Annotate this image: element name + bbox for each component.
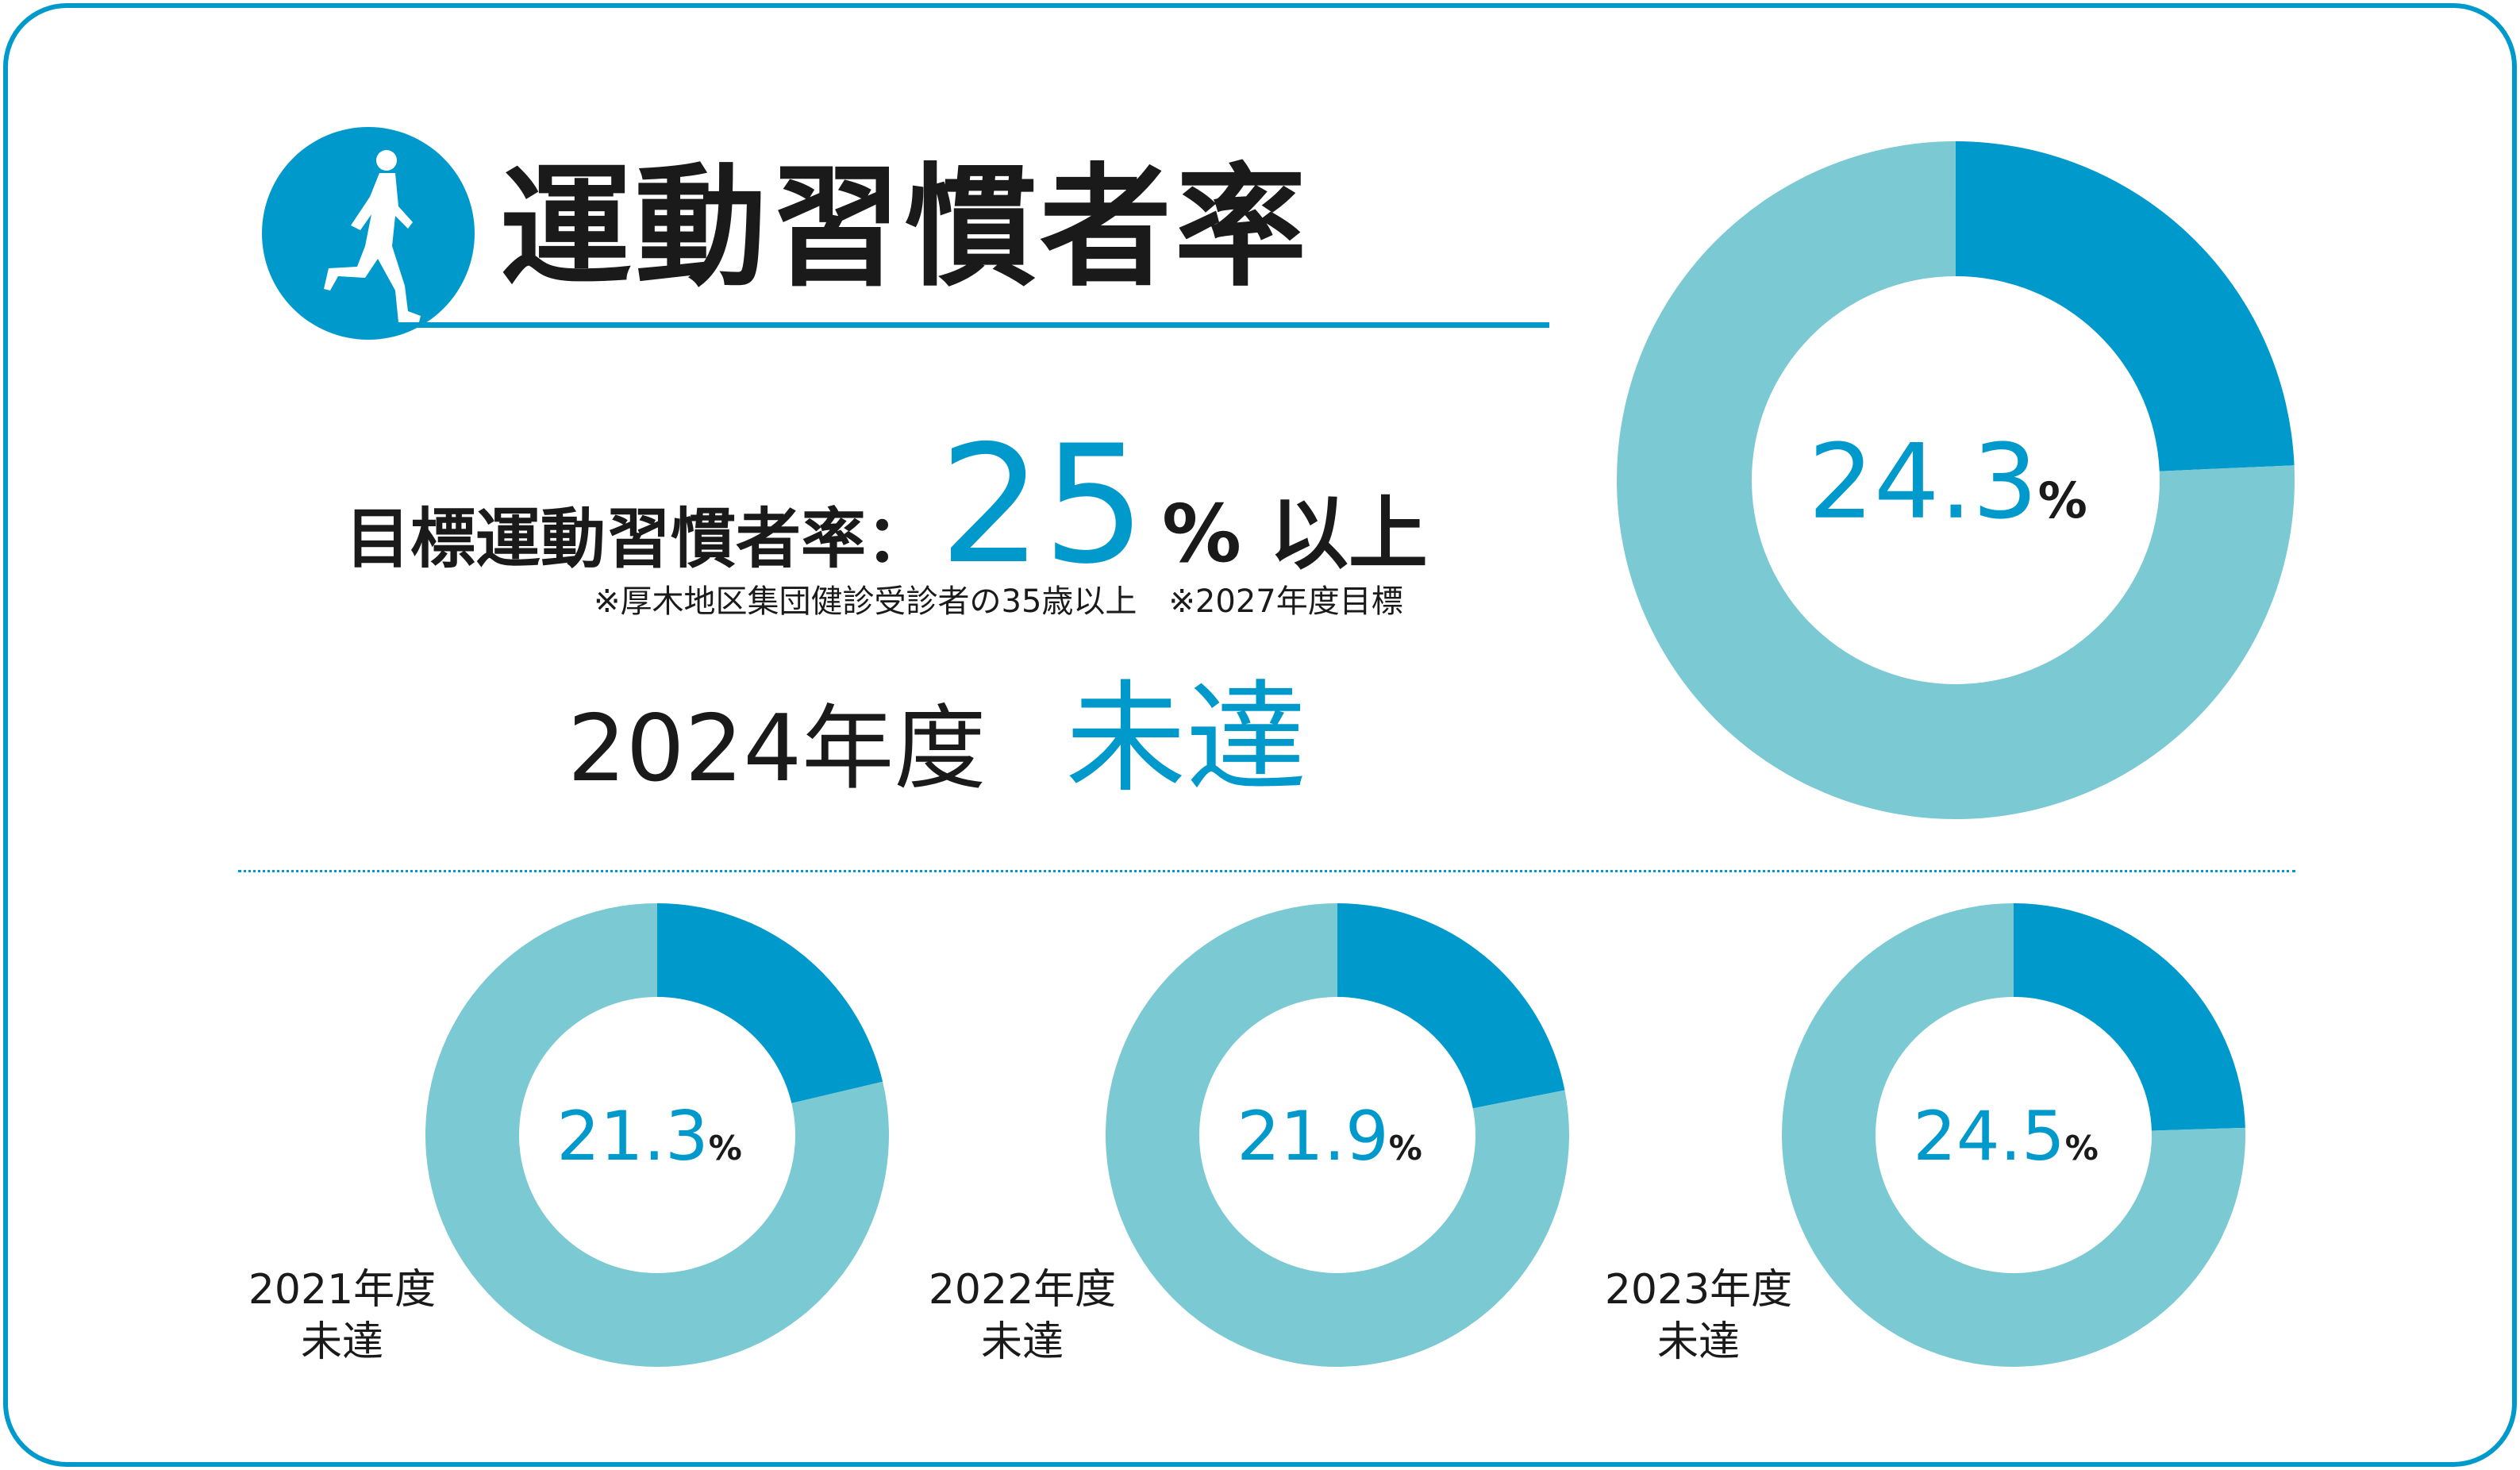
current-year-row: 2024年度 未達 bbox=[567, 679, 1306, 799]
donut-segment-achieved bbox=[1956, 141, 2295, 471]
year-label: 2021年度 bbox=[248, 1266, 437, 1314]
year-status-label: 2021年度 未達 bbox=[223, 1264, 461, 1368]
donut-segment-remaining bbox=[1616, 141, 2295, 819]
donut-unit: % bbox=[2038, 471, 2087, 529]
donut-unit: % bbox=[1389, 1129, 1422, 1168]
target-label: 目標運動習慣者率： bbox=[345, 502, 932, 577]
status-label: 未達 bbox=[300, 1318, 383, 1366]
donut-value: 24.3 bbox=[1808, 421, 2037, 542]
status-label: 未達 bbox=[1656, 1318, 1740, 1366]
donut-unit: % bbox=[709, 1129, 742, 1168]
card-frame bbox=[3, 3, 2517, 1467]
donut-value: 24.5 bbox=[1913, 1097, 2064, 1176]
year-label: 2022年度 bbox=[928, 1266, 1117, 1314]
current-status: 未達 bbox=[1065, 668, 1307, 809]
donut-value-label: 24.5% bbox=[1913, 1097, 2099, 1176]
donut-unit: % bbox=[2065, 1129, 2099, 1168]
year-label: 2023年度 bbox=[1604, 1266, 1793, 1314]
target-row: 目標運動習慣者率： 25 % 以上 bbox=[345, 425, 1428, 587]
running-person-icon bbox=[262, 127, 475, 340]
year-status-label: 2023年度 未達 bbox=[1579, 1264, 1818, 1368]
title-underline bbox=[368, 322, 1549, 328]
donut-value: 21.9 bbox=[1237, 1097, 1388, 1176]
footnote: ※厚木地区集団健診受診者の35歳以上 ※2027年度目標 bbox=[594, 583, 1403, 620]
year-status-label: 2022年度 未達 bbox=[903, 1264, 1141, 1368]
donut-segment-remaining bbox=[425, 903, 889, 1367]
target-value: 25 bbox=[939, 411, 1146, 600]
page-title: 運動習慣者率 bbox=[500, 152, 1310, 305]
donut-segment-achieved bbox=[2014, 903, 2245, 1131]
donut-segment-remaining bbox=[1106, 903, 1570, 1368]
dotted-divider bbox=[238, 870, 2295, 872]
current-year-label: 2024年度 bbox=[567, 695, 987, 802]
donut-value-label: 24.3% bbox=[1808, 421, 2087, 542]
target-unit: % 以上 bbox=[1161, 487, 1428, 580]
donut-value-label: 21.3% bbox=[556, 1097, 742, 1176]
status-label: 未達 bbox=[980, 1318, 1064, 1366]
donut-segment-remaining bbox=[1781, 903, 2245, 1367]
donut-segment-achieved bbox=[1337, 903, 1565, 1109]
donut-segment-achieved bbox=[657, 903, 883, 1103]
donut-value: 21.3 bbox=[556, 1097, 708, 1176]
donut-value-label: 21.9% bbox=[1237, 1097, 1422, 1176]
